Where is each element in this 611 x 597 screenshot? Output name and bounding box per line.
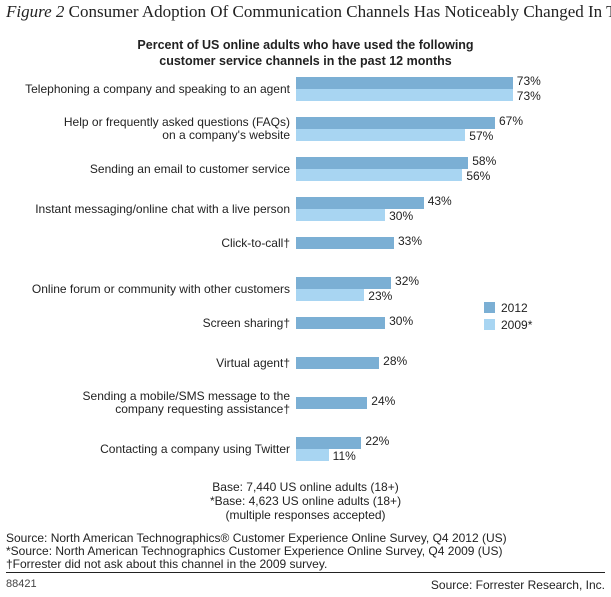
- bar-2012-2: [296, 157, 469, 169]
- value-label: 73%: [516, 89, 541, 103]
- figure-number: Figure 2: [6, 2, 65, 21]
- category-label: Telephoning a company and speaking to an…: [25, 81, 290, 96]
- category-label: Screen sharing†: [202, 315, 290, 330]
- bar-2009-1: [296, 129, 466, 141]
- legend-item-2009: 2009*: [484, 318, 532, 332]
- category-label: Help or frequently asked questions (FAQs…: [63, 115, 290, 142]
- category-label: Contacting a company using Twitter: [100, 441, 290, 456]
- value-label: 30%: [389, 209, 414, 223]
- figure-title-text: Consumer Adoption Of Communication Chann…: [68, 2, 611, 21]
- value-label: 58%: [472, 154, 497, 168]
- bar-2012-9: [296, 437, 362, 449]
- bar-2012-1: [296, 117, 495, 129]
- value-label: 11%: [332, 449, 356, 463]
- value-label: 22%: [365, 434, 390, 448]
- bar-2012-0: [296, 77, 513, 89]
- category-label: Instant messaging/online chat with a liv…: [35, 201, 290, 216]
- legend-label: 2012: [501, 301, 528, 315]
- category-label: Sending a mobile/SMS message to the comp…: [82, 389, 290, 416]
- legend-label: 2009*: [501, 318, 533, 332]
- value-label: 30%: [389, 314, 414, 328]
- bar-2009-9: [296, 449, 329, 461]
- category-label: Click-to-call†: [221, 235, 290, 250]
- value-label: 23%: [368, 289, 393, 303]
- legend-swatch-2012: [484, 302, 495, 313]
- bar-2012-8: [296, 397, 368, 409]
- bar-2012-7: [296, 357, 380, 369]
- figure-title: Figure 2 Consumer Adoption Of Communicat…: [6, 2, 611, 22]
- value-label: 57%: [469, 129, 494, 143]
- value-label: 56%: [466, 169, 491, 183]
- value-label: 28%: [383, 354, 408, 368]
- value-label: 24%: [371, 394, 396, 408]
- source-credit: Source: Forrester Research, Inc.: [430, 578, 605, 592]
- value-label: 32%: [395, 274, 420, 288]
- bar-2012-4: [296, 237, 394, 249]
- value-label: 33%: [398, 234, 423, 248]
- base-note: Base: 7,440 US online adults (18+) *Base…: [209, 480, 402, 522]
- bar-2012-5: [296, 277, 392, 289]
- bar-2009-5: [296, 289, 365, 301]
- legend-swatch-2009: [484, 319, 495, 330]
- bar-2012-3: [296, 197, 424, 209]
- bar-2009-3: [296, 209, 386, 221]
- value-label: 43%: [427, 194, 452, 208]
- chart-title: Percent of US online adults who have use…: [137, 38, 474, 68]
- bar-2012-6: [296, 317, 386, 329]
- value-label: 73%: [516, 74, 541, 88]
- divider: [6, 572, 605, 573]
- legend-item-2012: 2012: [484, 301, 528, 315]
- bar-2009-0: [296, 89, 513, 101]
- figure-id: 88421: [6, 578, 37, 590]
- source-notes: Source: North American Technographics® C…: [6, 531, 507, 571]
- category-label: Virtual agent†: [216, 355, 290, 370]
- category-label: Online forum or community with other cus…: [31, 281, 290, 296]
- bar-2009-2: [296, 169, 463, 181]
- value-label: 67%: [498, 114, 524, 128]
- category-label: Sending an email to customer service: [89, 161, 290, 176]
